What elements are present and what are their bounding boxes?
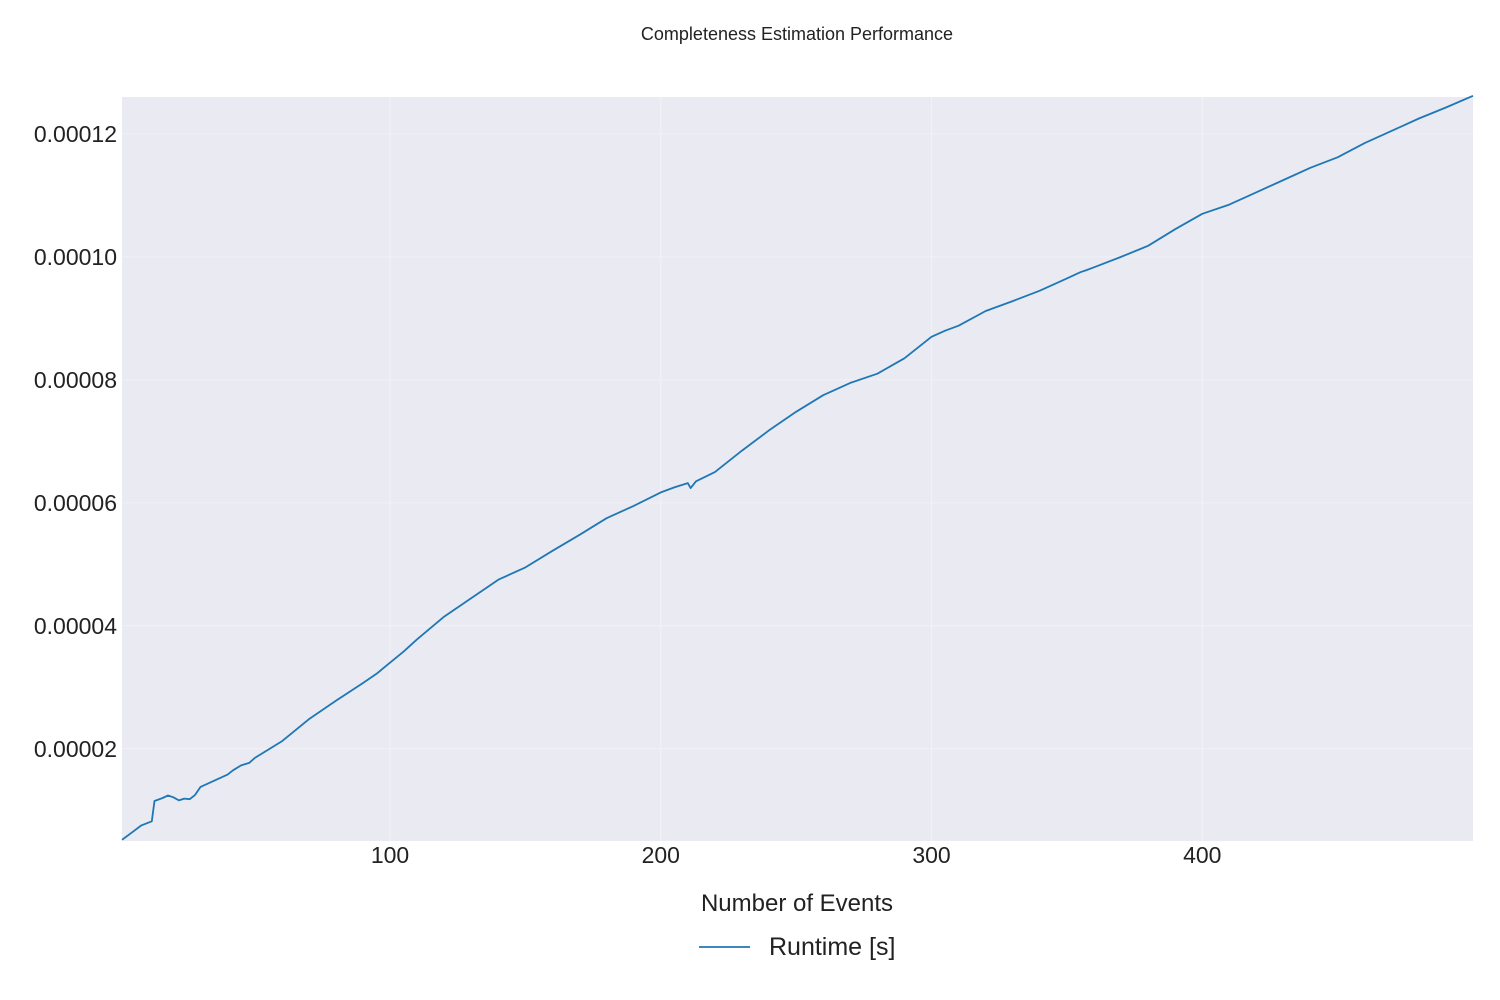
y-tick-label: 0.00004	[34, 613, 117, 639]
x-tick-label: 400	[1183, 842, 1221, 868]
legend-label-runtime: Runtime [s]	[769, 933, 895, 961]
y-tick-label: 0.00010	[34, 244, 117, 270]
series-line-runtime	[121, 94, 1474, 841]
x-tick-label: 300	[912, 842, 950, 868]
legend: Runtime [s]	[699, 933, 895, 961]
grid	[122, 97, 1473, 841]
chart-title: Completeness Estimation Performance	[641, 24, 953, 44]
x-tick-label: 200	[642, 842, 680, 868]
plot-area	[122, 97, 1473, 841]
x-axis-label: Number of Events	[701, 890, 893, 917]
y-tick-label: 0.00002	[34, 736, 117, 762]
tick-labels: 100 200 300 400 0.00002 0.00004 0.00006 0.00008…	[34, 121, 1222, 868]
y-tick-label: 0.00008	[34, 367, 117, 393]
y-tick-label: 0.00006	[34, 490, 117, 516]
y-tick-label: 0.00012	[34, 121, 117, 147]
x-tick-label: 100	[371, 842, 409, 868]
